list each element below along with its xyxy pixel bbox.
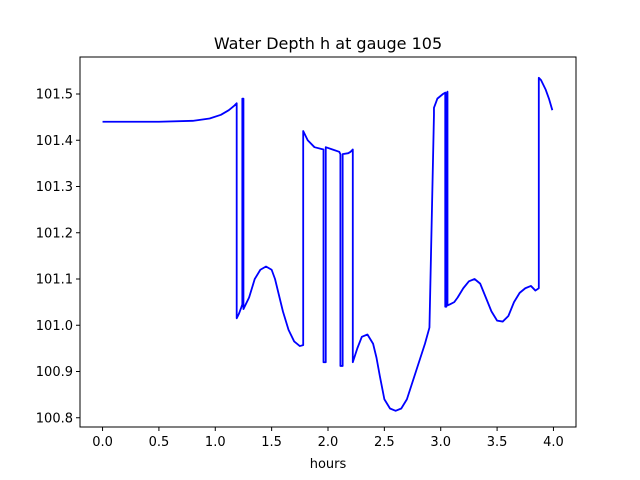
y-tick-label: 101.0 [36,319,73,334]
x-tick-label: 0.0 [92,435,113,450]
y-tick-label: 100.8 [36,411,73,426]
x-tick-label: 1.5 [261,435,282,450]
y-tick-label: 101.2 [36,226,73,241]
x-tick-label: 2.5 [374,435,395,450]
y-axis: 100.8 100.9 101.0 101.1 101.2 101.3 101.4 101.5 [36,88,80,426]
x-tick-label: 2.0 [318,435,339,450]
x-tick-label: 3.5 [487,435,508,450]
x-axis: 0.0 0.5 1.0 1.5 2.0 2.5 3.0 3.5 4.0 [92,427,564,450]
x-tick-label: 0.5 [149,435,170,450]
plot-area [102,76,554,412]
y-tick-label: 101.1 [36,273,73,288]
x-tick-label: 4.0 [543,435,564,450]
y-tick-label: 101.4 [36,134,73,149]
water-depth-series-line [102,76,554,412]
x-tick-label: 3.0 [430,435,451,450]
y-tick-label: 101.3 [36,180,73,195]
y-tick-label: 101.5 [36,88,73,103]
y-tick-label: 100.9 [36,365,73,380]
chart-title: Water Depth h at gauge 105 [214,34,442,53]
x-axis-label: hours [310,457,347,472]
x-tick-label: 1.0 [205,435,226,450]
axes-frame [79,56,577,428]
